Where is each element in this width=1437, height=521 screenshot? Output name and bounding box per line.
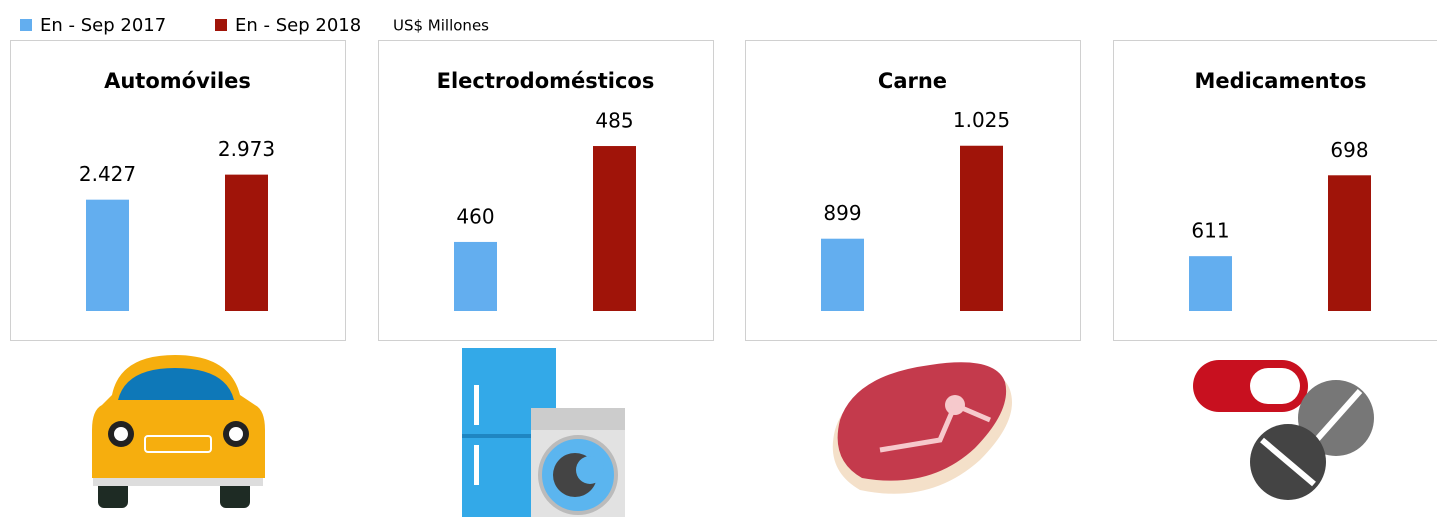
pills-icon	[1193, 360, 1374, 500]
value-label: 2.427	[79, 162, 136, 186]
car-icon	[92, 355, 265, 508]
chart-title: Carne	[878, 69, 947, 93]
value-label: 460	[456, 204, 494, 228]
value-label: 611	[1191, 219, 1229, 243]
chart-title: Medicamentos	[1194, 69, 1366, 93]
legend-label: En - Sep 2017	[40, 15, 166, 36]
bar	[1328, 175, 1371, 311]
chart-title: Electrodomésticos	[437, 69, 655, 93]
meat-icon	[833, 362, 1012, 493]
chart-title: Automóviles	[104, 69, 251, 93]
bar	[1189, 256, 1232, 311]
bar	[86, 200, 129, 311]
legend-label: En - Sep 2018	[235, 15, 361, 36]
value-label: 1.025	[953, 108, 1010, 132]
value-label: 698	[1330, 138, 1368, 162]
value-label: 2.973	[218, 137, 275, 161]
appliance-icon	[462, 348, 625, 517]
legend-swatch	[20, 19, 32, 31]
bar	[960, 146, 1003, 311]
bar	[821, 239, 864, 311]
bar	[593, 146, 636, 311]
value-label: 485	[595, 109, 633, 133]
unit-label: US$ Millones	[393, 17, 489, 35]
legend-swatch	[215, 19, 227, 31]
bar	[225, 175, 268, 311]
bar	[454, 242, 497, 311]
value-label: 899	[823, 201, 861, 225]
